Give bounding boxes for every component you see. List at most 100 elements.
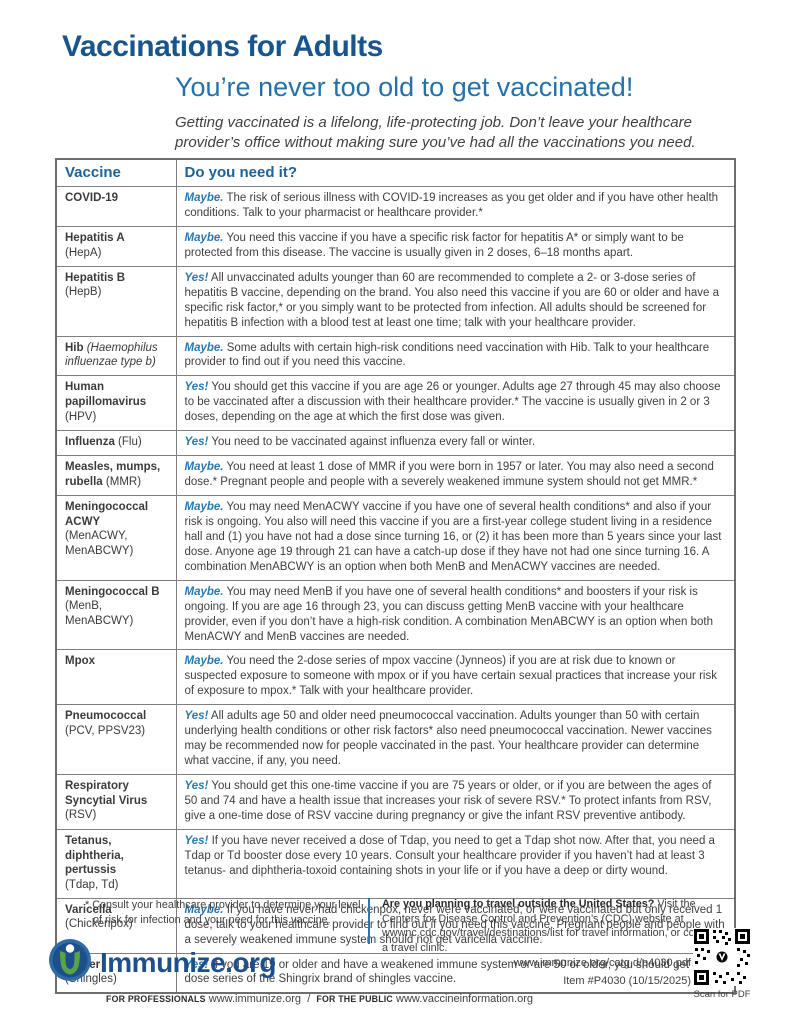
vaccine-name: Mpox — [65, 655, 96, 668]
verdict-label: Maybe. — [184, 501, 224, 513]
asterisk-footnote: * Consult your healthcare provider to de… — [85, 899, 361, 926]
answer-cell: Yes! If you have never received a dose o… — [175, 828, 736, 899]
vaccine-abbreviation: (MMR) — [102, 475, 142, 488]
answer-cell: Yes! All unvaccinated adults younger tha… — [175, 265, 736, 337]
vaccine-name: Meningococcal ACWY — [65, 501, 149, 528]
footnote-divider — [368, 898, 370, 944]
item-number: Item #P4030 (10/15/2025) — [563, 975, 691, 987]
vaccine-abbreviation: (Tdap, Td) — [65, 878, 119, 891]
answer-cell: Maybe. The risk of serious illness with … — [175, 186, 736, 227]
verdict-label: Maybe. — [184, 192, 224, 204]
professionals-label: FOR PROFESSIONALS — [106, 994, 206, 1004]
vaccine-table-body: COVID-19 Maybe. The risk of serious illne… — [55, 186, 736, 994]
vaccine-name: Influenza — [65, 436, 115, 449]
verdict-label: Yes! — [184, 381, 209, 394]
travel-note: Are you planning to travel outside the U… — [382, 897, 718, 955]
answer-cell: Maybe. You need at least 1 dose of MMR i… — [175, 455, 736, 496]
answer-cell: Yes! You need to be vaccinated against i… — [175, 430, 736, 457]
pdf-url[interactable]: www.immunize.org/catg.d/p4030.pdf — [513, 957, 691, 969]
page-subtitle: You’re never too old to get vaccinated! — [175, 72, 634, 102]
answer-text: You should get this one-time vaccine if … — [184, 780, 712, 822]
table-row: Hepatitis A (HepA) Maybe. You need this va… — [55, 225, 736, 267]
verdict-label: Maybe. — [184, 585, 224, 598]
travel-note-lead: Are you planning to travel outside the U… — [382, 898, 655, 910]
vaccine-name-cell: Tetanus, diphtheria, pertussis (Tdap, Td) — [55, 828, 177, 899]
answer-text: You need the 2-dose series of mpox vacci… — [184, 655, 717, 698]
table-row: Measles, mumps, rubella (MMR) Maybe. You … — [55, 455, 736, 496]
table-row: Meningococcal ACWY (MenACWY, MenABCWY) May… — [55, 495, 736, 581]
table-row: Mpox Maybe. You need the 2-dose series of… — [55, 649, 736, 706]
answer-cell: Maybe. You may need MenB if you have one… — [175, 579, 736, 651]
vaccine-name: Respiratory Syncytial Virus — [65, 780, 148, 807]
immunize-logo-icon — [48, 938, 92, 987]
vaccine-abbreviation: (MenB, MenABCWY) — [65, 600, 134, 628]
vaccine-name: Pneumococcal — [65, 710, 147, 723]
table-row: Zoster(Shingles)Yes! If you are 19 or ol… — [55, 952, 736, 994]
table-row: Varicella (Chickenpox) Maybe. If you have … — [55, 897, 736, 954]
answer-cell: Maybe. You need this vaccine if you have… — [175, 225, 736, 267]
verdict-label: Yes! — [184, 780, 209, 792]
answer-cell: Yes! All adults age 50 and older need pn… — [175, 704, 736, 775]
table-row: Tetanus, diphtheria, pertussis (Tdap, Td)… — [55, 828, 736, 899]
answer-text: If you are 19 or older and have a weaken… — [184, 958, 713, 986]
answer-cell: Maybe. You need the 2-dose series of mpo… — [175, 649, 736, 706]
verdict-label: Yes! — [184, 958, 209, 971]
verdict-label: Yes! — [184, 271, 209, 284]
vaccine-abbreviation: (MenACWY, MenABCWY) — [65, 530, 134, 558]
scan-for-pdf-label: Scan for PDF — [693, 989, 751, 1000]
table-row: Influenza (Flu) Yes! You need to be vacci… — [55, 430, 736, 457]
answer-text: You should get this vaccine if you are a… — [184, 381, 721, 424]
vaccine-name-cell: Respiratory Syncytial Virus (RSV) — [55, 774, 177, 830]
vaccine-name: Varicella — [65, 903, 112, 916]
table-row: Hib (Haemophilus influenzae type b) Maybe… — [55, 335, 736, 377]
intro-paragraph: Getting vaccinated is a lifelong, life-p… — [175, 114, 696, 151]
table-row: Hepatitis B (HepB) Yes! All unvaccinated a… — [55, 265, 736, 337]
qr-code — [693, 928, 751, 986]
table-header-row: Vaccine Do you need it? — [55, 158, 736, 187]
vaccine-name-cell: Human papillomavirus (HPV) — [55, 375, 177, 432]
professionals-url[interactable]: www.immunize.org — [208, 993, 302, 1005]
table-row: Meningococcal B (MenB, MenABCWY) Maybe. Yo… — [55, 579, 736, 651]
travel-note-text: Visit the Centers for Disease Control an… — [382, 898, 718, 954]
vaccine-name-cell: Hepatitis B (HepB) — [55, 265, 177, 337]
answer-text: The risk of serious illness with COVID-1… — [184, 192, 719, 219]
immunize-logo-text: Immunize.org — [100, 946, 277, 978]
public-url[interactable]: www.vaccineinformation.org — [396, 993, 533, 1005]
answer-cell: Maybe. You may need MenACWY vaccine if y… — [175, 495, 736, 581]
vaccine-name-cell: Pneumococcal (PCV, PPSV23) — [55, 704, 177, 775]
vaccine-name: Human papillomavirus — [65, 381, 147, 409]
vaccine-abbreviation: (Haemophilus influenzae type b) — [65, 341, 158, 369]
verdict-label: Yes! — [184, 710, 209, 723]
links-separator: / — [307, 993, 311, 1005]
answer-text: Some adults with certain high-risk condi… — [184, 341, 710, 369]
table-row: Respiratory Syncytial Virus (RSV) Yes! You… — [55, 774, 736, 830]
vaccine-name: Meningococcal B — [65, 585, 160, 598]
verdict-label: Yes! — [184, 834, 209, 847]
table-row: Human papillomavirus (HPV) Yes! You should… — [55, 375, 736, 432]
immunize-logo: Immunize.org — [48, 938, 277, 987]
vaccine-name: Hepatitis A — [65, 231, 125, 244]
answer-text: You may need MenB if you have one of sev… — [184, 585, 713, 643]
answer-cell: Yes! You should get this one-time vaccin… — [175, 774, 736, 830]
verdict-label: Yes! — [184, 436, 209, 449]
vaccine-abbreviation: (HepA) — [65, 246, 102, 259]
verdict-label: Maybe. — [184, 461, 224, 474]
public-label: FOR THE PUBLIC — [316, 994, 393, 1004]
answer-text: All unvaccinated adults younger than 60 … — [184, 271, 720, 329]
verdict-label: Maybe. — [184, 903, 224, 916]
verdict-label: Maybe. — [184, 231, 224, 244]
answer-text: If you have never received a dose of Tda… — [184, 834, 715, 877]
answer-text: You need at least 1 dose of MMR if you w… — [184, 461, 714, 489]
answer-cell: Yes! You should get this vaccine if you … — [175, 375, 736, 432]
vaccine-abbreviation: (RSV) — [65, 809, 97, 822]
vaccine-name: Hib — [65, 341, 84, 354]
column-header-vaccine: Vaccine — [55, 158, 177, 187]
vaccine-abbreviation: (HepB) — [65, 286, 102, 299]
vaccine-name: COVID-19 — [65, 192, 119, 204]
vaccine-table: Vaccine Do you need it? COVID-19 Maybe. T… — [55, 158, 736, 995]
answer-text: All adults age 50 and older need pneumoc… — [184, 710, 712, 768]
table-row: Pneumococcal (PCV, PPSV23) Yes! All adults… — [55, 704, 736, 775]
vaccine-name-cell: COVID-19 — [55, 186, 177, 227]
vaccine-name-cell: Hepatitis A (HepA) — [55, 225, 177, 267]
